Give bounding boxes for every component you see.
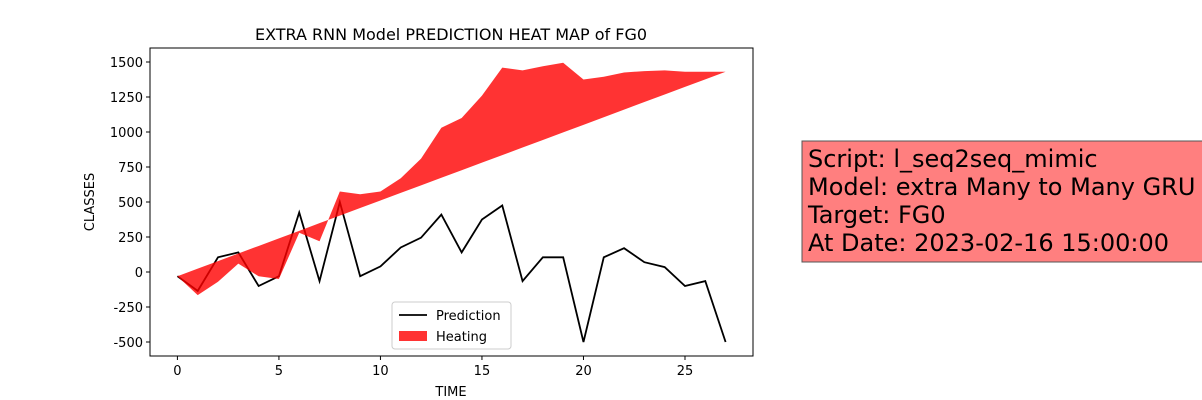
annotation-line: Target: FG0 [807, 201, 946, 229]
plot-frame [149, 47, 754, 357]
x-tick-label: 20 [575, 364, 592, 379]
legend-label: Heating [436, 330, 487, 345]
x-tick-label: 5 [275, 364, 283, 379]
y-tick-label: 1500 [110, 56, 143, 71]
chart-title: EXTRA RNN Model PREDICTION HEAT MAP of F… [255, 25, 647, 44]
y-axis-label: CLASSES [83, 173, 98, 231]
annotation-box [801, 140, 1202, 263]
x-tick-label: 10 [372, 364, 389, 379]
y-tick-label: -250 [113, 301, 143, 316]
legend-label: Prediction [436, 309, 501, 324]
annotation-line: At Date: 2023-02-16 15:00:00 [808, 229, 1169, 257]
x-axis-label: TIME [434, 385, 466, 400]
x-tick-label: 25 [677, 364, 694, 379]
legend-swatch [399, 331, 427, 341]
y-tick-label: 750 [118, 161, 143, 176]
y-tick-label: 250 [118, 231, 143, 246]
annotation-line: Model: extra Many to Many GRU [808, 173, 1195, 201]
y-tick-label: 1000 [110, 126, 143, 141]
y-tick-label: -500 [113, 336, 143, 351]
y-tick-label: 1250 [110, 91, 143, 106]
heating-band [177, 62, 726, 296]
x-tick-label: 0 [173, 364, 181, 379]
x-tick-label: 15 [474, 364, 491, 379]
y-tick-label: 0 [135, 266, 143, 281]
annotation-line: Script: l_seq2seq_mimic [808, 145, 1098, 173]
prediction-line [176, 198, 727, 343]
y-tick-label: 500 [118, 196, 143, 211]
